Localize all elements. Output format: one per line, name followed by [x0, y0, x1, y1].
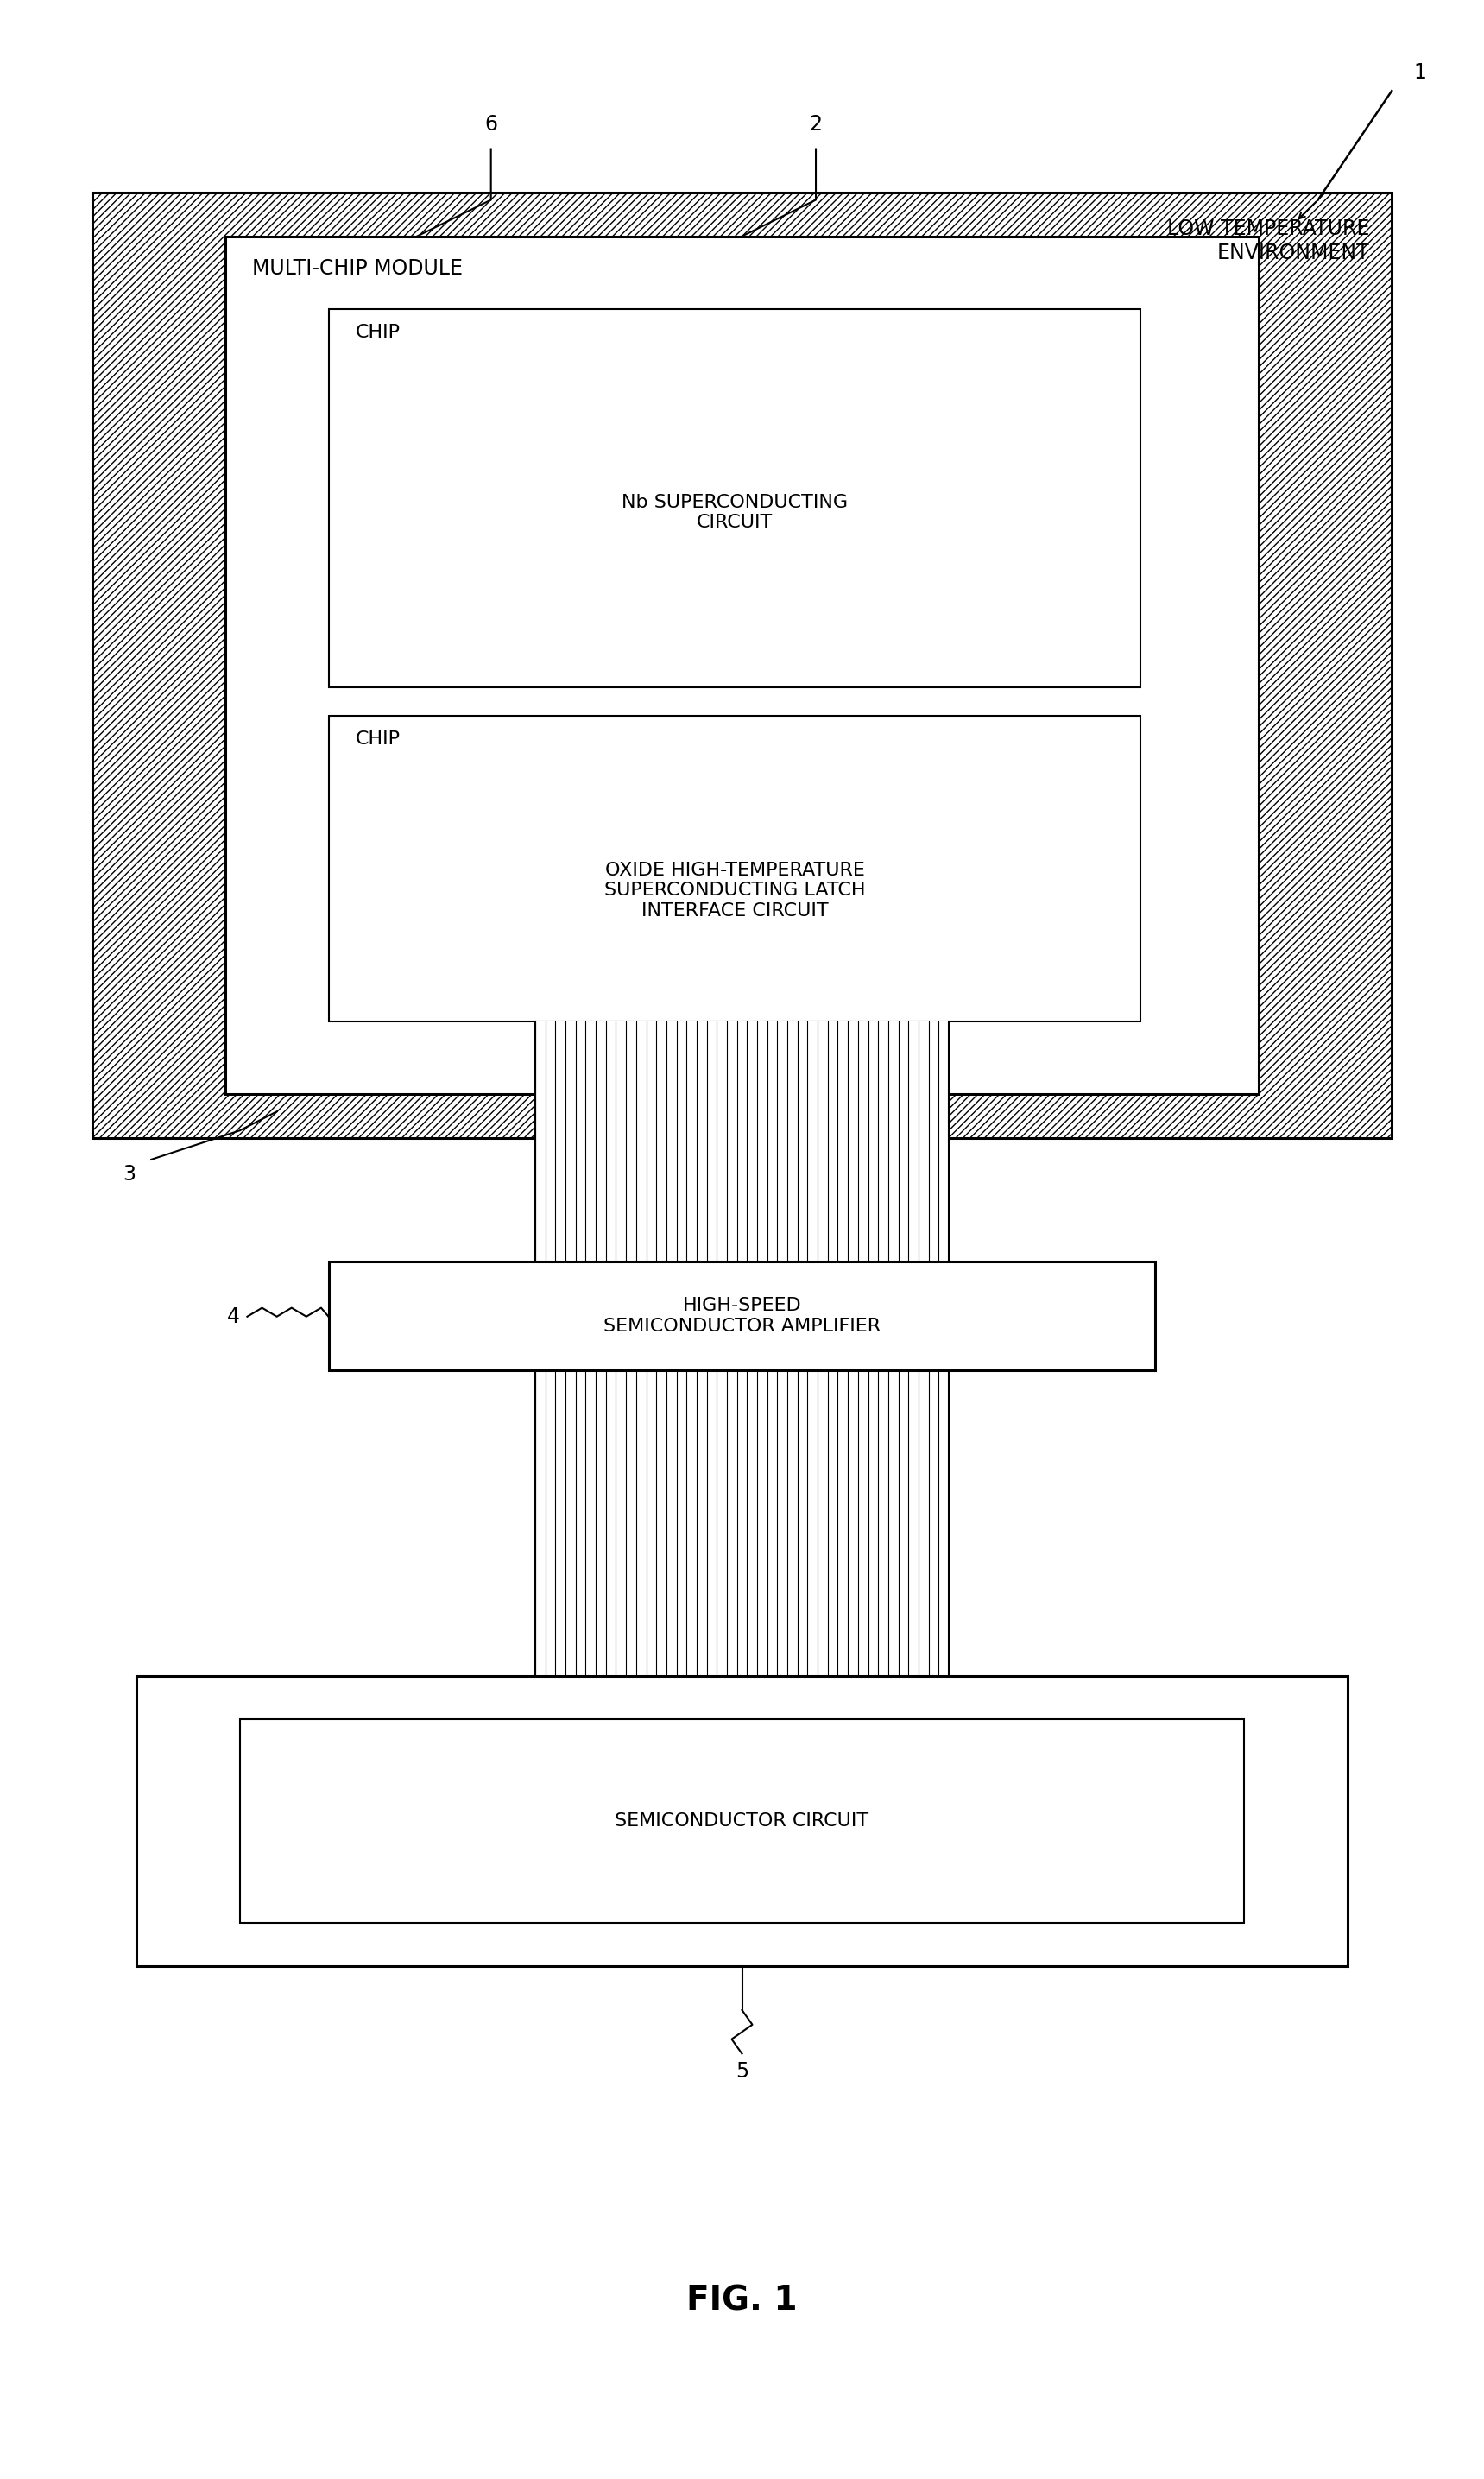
Text: LOW TEMPERATURE
ENVIRONMENT: LOW TEMPERATURE ENVIRONMENT [1168, 218, 1370, 263]
Text: 6: 6 [484, 114, 497, 134]
Text: 4: 4 [227, 1306, 240, 1326]
Bar [536, 1371, 948, 1676]
Bar [137, 1676, 1347, 1966]
Text: HIGH-SPEED
SEMICONDUCTOR AMPLIFIER: HIGH-SPEED SEMICONDUCTOR AMPLIFIER [604, 1297, 880, 1334]
Bar [328, 1262, 1156, 1371]
Text: Nb SUPERCONDUCTING
CIRCUIT: Nb SUPERCONDUCTING CIRCUIT [622, 493, 847, 531]
Text: CHIP: CHIP [355, 731, 401, 749]
Text: 1: 1 [1414, 62, 1426, 82]
Bar [328, 716, 1141, 1021]
Text: CHIP: CHIP [355, 322, 401, 340]
Text: OXIDE HIGH-TEMPERATURE
SUPERCONDUCTING LATCH
INTERFACE CIRCUIT: OXIDE HIGH-TEMPERATURE SUPERCONDUCTING L… [604, 863, 865, 920]
Bar [226, 236, 1258, 1093]
Text: 3: 3 [123, 1163, 135, 1185]
Bar [240, 1720, 1244, 1924]
Bar [92, 193, 1392, 1138]
Text: FIG. 1: FIG. 1 [687, 2286, 797, 2318]
Text: MULTI-CHIP MODULE: MULTI-CHIP MODULE [252, 258, 463, 278]
Bar [536, 1021, 948, 1262]
Bar [328, 310, 1141, 687]
Text: SEMICONDUCTOR CIRCUIT: SEMICONDUCTOR CIRCUIT [614, 1812, 870, 1830]
Text: 2: 2 [809, 114, 822, 134]
Text: 5: 5 [736, 2060, 748, 2082]
